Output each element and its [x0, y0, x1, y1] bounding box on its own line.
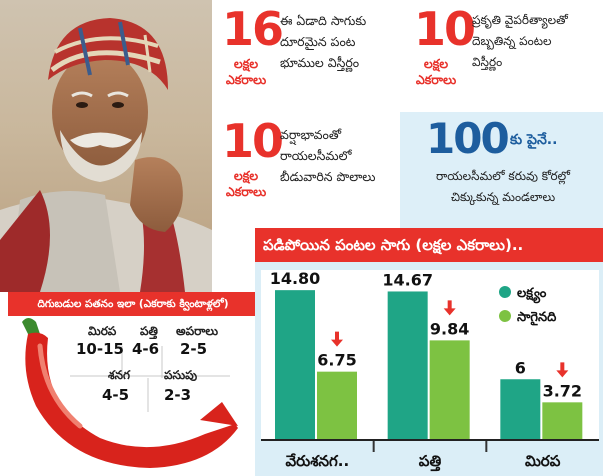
- stat-value: 100: [426, 114, 510, 163]
- legend-label-2: సాగైనది: [517, 310, 556, 326]
- stat-unit: లక్షల ఎకరాలు: [225, 168, 267, 199]
- category-label-2: పత్తి: [419, 452, 442, 472]
- stat-value: 10: [414, 2, 476, 56]
- data-label-target-2: 14.67: [382, 270, 433, 289]
- bar-sown-2: [429, 340, 470, 440]
- stat-description: వర్షాభావంతో రాయలసీమలో బీడువారిన పొలాలు: [280, 127, 376, 184]
- stat-unit: లక్షల ఎకరాలు: [225, 56, 267, 87]
- stat-description: ఈ ఏడాది సాగుకు దూరమైన పంట భూముల విస్తీర్…: [280, 13, 367, 70]
- data-label-sown-2: 9.84: [430, 319, 469, 338]
- yield-value-bengalgram: 4-5: [102, 386, 130, 404]
- data-label-target-1: 14.80: [270, 269, 321, 288]
- stat-description: ప్రకృతి వైపరీత్యాలతో దెబ్బతిన్న పంటల విస…: [472, 13, 568, 69]
- yield-label-cotton: పత్తి: [140, 324, 158, 338]
- bar-target-2: [387, 291, 428, 440]
- bar-sown-3: [542, 402, 583, 440]
- yield-label-bengalgram: శనగ: [108, 368, 131, 382]
- stat-value: 10: [222, 114, 284, 168]
- data-label-target-3: 6: [515, 358, 526, 377]
- category-label-3: మిరప: [525, 452, 561, 470]
- stat-unit: లక్షల ఎకరాలు: [415, 56, 457, 87]
- stat-card-2: 10 లక్షల ఎకరాలు ప్రకృతి వైపరీత్యాలతో దెబ…: [400, 0, 603, 112]
- bar-sown-1: [317, 371, 357, 440]
- yield-value-chili: 10-15: [76, 340, 124, 358]
- stat-card-3: 10 లక్షల ఎకరాలు వర్షాభావంతో రాయలసీమలో బీ…: [212, 112, 398, 228]
- legend-swatch-1: [499, 286, 511, 298]
- yield-label-pulses: అపరాలు: [176, 324, 219, 338]
- stat-suffix: కు పైనే..: [510, 132, 558, 148]
- legend-label-1: లక్ష్యం: [517, 286, 547, 304]
- bar-chart: 14.80 6.75 వేరుశనగ.. 14.67 9.84 పత్తి 6 3.72 మిర…: [261, 269, 599, 472]
- data-label-sown-3: 3.72: [543, 381, 582, 400]
- legend-swatch-2: [499, 310, 511, 322]
- data-label-sown-1: 6.75: [317, 351, 356, 370]
- stat-card-1: 16 లక్షల ఎకరాలు ఈ ఏడాది సాగుకు దూరమైన పం…: [212, 0, 398, 112]
- category-label-1: వేరుశనగ..: [285, 452, 349, 470]
- bar-target-1: [275, 290, 315, 440]
- farmer-illustration: [0, 18, 212, 292]
- down-arrow-icon: [443, 300, 456, 316]
- down-arrow-icon: [331, 331, 343, 347]
- yield-value-pulses: 2-5: [180, 340, 208, 358]
- yield-value-turmeric: 2-3: [164, 386, 192, 404]
- yield-value-cotton: 4-6: [132, 340, 160, 358]
- yield-label-turmeric: పసుపు: [164, 368, 198, 382]
- yield-label-chili: మిరప: [88, 324, 117, 338]
- yield-panel-title: దిగుబడుల పతనం ఇలా (ఎకరాకు క్వింటాళ్లలో): [8, 292, 258, 316]
- farmer-photo: [0, 0, 212, 292]
- stat-card-4: 100 కు పైనే.. రాయలసీమలో కరువు కోరల్లో చి…: [400, 112, 603, 228]
- stat-description: రాయలసీమలో కరువు కోరల్లో చిక్కుకున్న మండల…: [435, 169, 571, 204]
- bar-target-3: [500, 379, 541, 440]
- stat-value: 16: [222, 2, 284, 56]
- chart-title: పడిపోయిన పంటల సాగు (లక్షల ఎకరాలు)..: [255, 228, 603, 262]
- chili-illustration: [22, 318, 239, 468]
- down-arrow-icon: [556, 362, 569, 378]
